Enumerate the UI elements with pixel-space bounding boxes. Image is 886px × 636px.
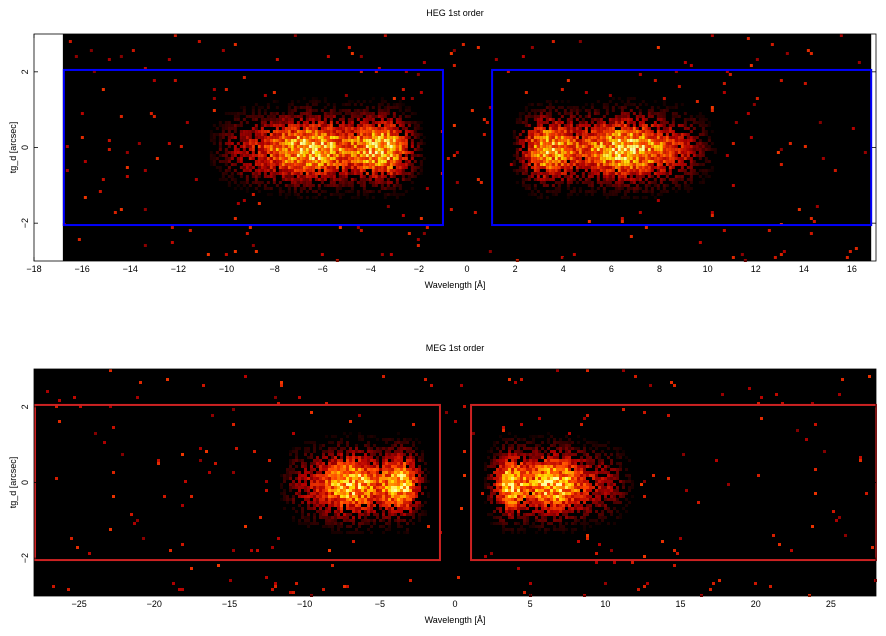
x-tick-label: 0 bbox=[452, 599, 457, 609]
x-tick-label: 4 bbox=[561, 264, 566, 274]
chart-title: HEG 1st order bbox=[426, 8, 484, 18]
x-tick-label: −16 bbox=[74, 264, 89, 274]
heatmap-background bbox=[62, 34, 872, 261]
x-tick-label: 20 bbox=[751, 599, 761, 609]
x-tick-label: −5 bbox=[375, 599, 385, 609]
x-tick-label: −6 bbox=[318, 264, 328, 274]
x-tick-label: 15 bbox=[676, 599, 686, 609]
meg-panel: MEG 1st order−25 −20 −15 −10 −5 0 5 10 15 20 25−20… bbox=[8, 343, 877, 625]
x-tick-label: 6 bbox=[609, 264, 614, 274]
y-tick-label: 0 bbox=[20, 145, 30, 150]
y-tick-label: 0 bbox=[20, 480, 30, 485]
x-tick-label: 14 bbox=[799, 264, 809, 274]
x-tick-label: 10 bbox=[703, 264, 713, 274]
x-tick-label: 12 bbox=[751, 264, 761, 274]
y-tick-label: −2 bbox=[20, 218, 30, 228]
x-tick-label: −12 bbox=[171, 264, 186, 274]
x-tick-label: −14 bbox=[123, 264, 138, 274]
x-tick-label: −8 bbox=[269, 264, 279, 274]
chart-title: MEG 1st order bbox=[426, 343, 485, 353]
region-box-0 bbox=[62, 68, 444, 227]
heatmap-cells bbox=[62, 34, 867, 262]
y-axis-label: tg_d [arcsec] bbox=[8, 122, 18, 174]
heatmap-background bbox=[34, 369, 876, 596]
x-tick-label: 2 bbox=[513, 264, 518, 274]
x-tick-label: 25 bbox=[826, 599, 836, 609]
x-tick-label: −25 bbox=[71, 599, 86, 609]
y-tick-label: −2 bbox=[20, 553, 30, 563]
x-tick-label: −18 bbox=[26, 264, 41, 274]
x-tick-label: 5 bbox=[528, 599, 533, 609]
y-tick-label: 2 bbox=[20, 404, 30, 409]
x-tick-label: 10 bbox=[600, 599, 610, 609]
x-tick-label: −10 bbox=[219, 264, 234, 274]
x-tick-label: 16 bbox=[847, 264, 857, 274]
x-axis-label: Wavelength [Å] bbox=[425, 280, 486, 290]
x-tick-label: −20 bbox=[147, 599, 162, 609]
region-box-1 bbox=[491, 68, 873, 227]
x-tick-label: 8 bbox=[657, 264, 662, 274]
x-tick-label: 0 bbox=[465, 264, 470, 274]
x-tick-label: −2 bbox=[414, 264, 424, 274]
y-tick-label: 2 bbox=[20, 69, 30, 74]
x-tick-label: −10 bbox=[297, 599, 312, 609]
heatmap-cells bbox=[46, 369, 877, 597]
x-axis-label: Wavelength [Å] bbox=[425, 615, 486, 625]
x-tick-label: −15 bbox=[222, 599, 237, 609]
heg-panel: HEG 1st order −18 −16 −14 −12 −10 −8 −6 −4 −2 0 2 4 6… bbox=[8, 8, 877, 290]
x-tick-label: −4 bbox=[366, 264, 376, 274]
y-axis-label: tg_d [arcsec] bbox=[8, 457, 18, 509]
